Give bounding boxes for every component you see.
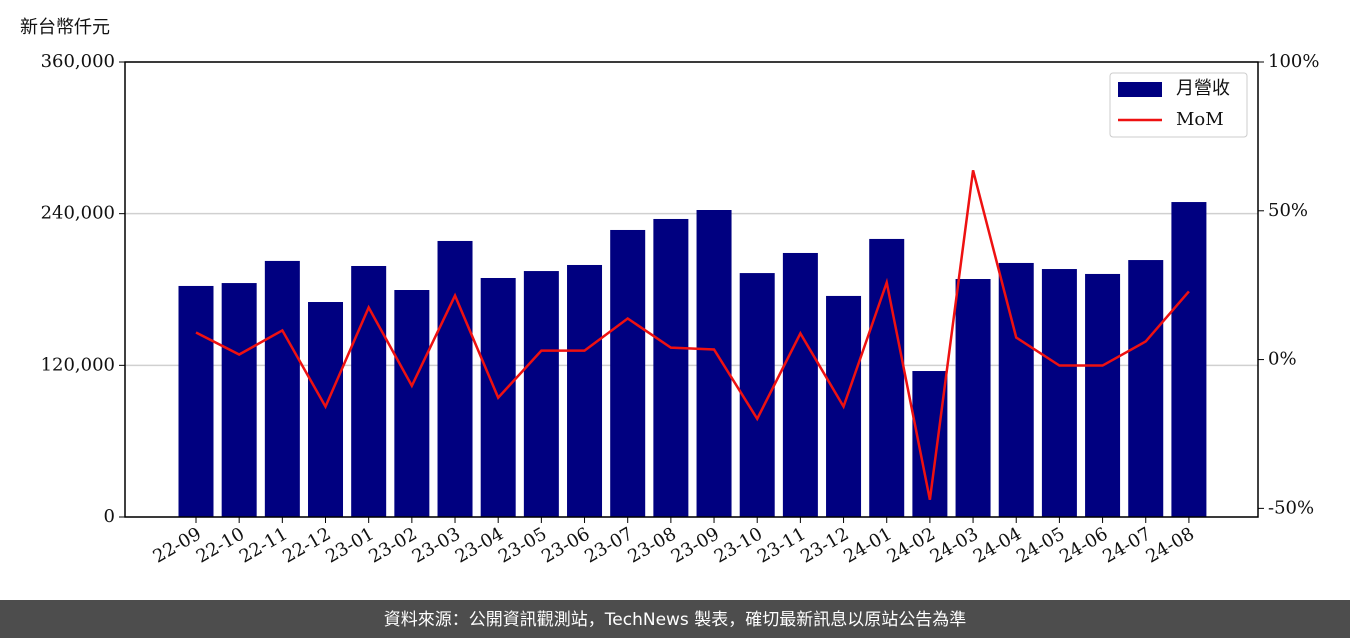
bar bbox=[394, 290, 430, 517]
x-tick-label: 22-12 bbox=[279, 523, 334, 567]
bar bbox=[264, 260, 300, 517]
x-tick-label: 23-01 bbox=[322, 523, 377, 567]
bar bbox=[1128, 260, 1164, 517]
x-tick-label: 23-04 bbox=[452, 523, 507, 567]
bar bbox=[1171, 202, 1207, 518]
bar bbox=[178, 285, 214, 517]
x-tick-label: 22-10 bbox=[193, 523, 248, 567]
x-tick-label: 23-11 bbox=[754, 523, 809, 567]
x-tick-label: 24-03 bbox=[927, 523, 982, 567]
bar bbox=[955, 279, 991, 517]
legend-label: MoM bbox=[1176, 109, 1224, 130]
x-tick-label: 24-05 bbox=[1013, 523, 1068, 567]
bar bbox=[523, 271, 559, 517]
x-tick-label: 23-02 bbox=[365, 523, 420, 567]
y-tick-label: 360,000 bbox=[41, 51, 115, 72]
bar bbox=[998, 262, 1034, 517]
x-tick-label: 24-07 bbox=[1099, 523, 1154, 567]
x-tick-label: 23-08 bbox=[624, 523, 679, 567]
x-tick-label: 24-08 bbox=[1142, 523, 1197, 567]
x-tick-label: 24-01 bbox=[840, 523, 895, 567]
y2-tick-label: 100% bbox=[1268, 51, 1319, 72]
legend-label: 月營收 bbox=[1176, 78, 1230, 99]
bar bbox=[351, 265, 387, 517]
y2-tick-label: -50% bbox=[1268, 497, 1314, 518]
footer-source: 資料來源：公開資訊觀測站，TechNews 製表，確切最新訊息以原站公告為準 bbox=[384, 610, 966, 630]
bar bbox=[782, 252, 818, 517]
legend-swatch bbox=[1118, 82, 1162, 97]
x-tick-label: 23-10 bbox=[711, 523, 766, 567]
bar bbox=[437, 240, 473, 517]
y2-tick-label: 50% bbox=[1268, 200, 1308, 221]
y-axis-label: 新台幣仟元 bbox=[20, 17, 110, 38]
x-tick-label: 23-06 bbox=[538, 523, 593, 567]
y2-tick-label: 0% bbox=[1268, 349, 1297, 370]
bar bbox=[567, 264, 603, 517]
y-tick-label: 240,000 bbox=[41, 203, 115, 224]
x-tick-label: 24-06 bbox=[1056, 523, 1111, 567]
x-tick-label: 23-05 bbox=[495, 523, 550, 567]
bar bbox=[308, 302, 344, 517]
x-tick-label: 23-12 bbox=[797, 523, 852, 567]
y-tick-label: 120,000 bbox=[41, 354, 115, 375]
x-tick-label: 24-04 bbox=[970, 523, 1025, 567]
plot-frame bbox=[124, 61, 1259, 518]
bar bbox=[696, 210, 732, 517]
line bbox=[195, 170, 1190, 500]
bar bbox=[1085, 273, 1121, 517]
x-tick-label: 23-07 bbox=[581, 523, 636, 567]
bar bbox=[221, 283, 257, 517]
footer-bar bbox=[0, 600, 1350, 638]
y-tick-label: 0 bbox=[104, 506, 115, 527]
bar bbox=[653, 218, 689, 517]
x-tick-label: 24-02 bbox=[883, 523, 938, 567]
x-tick-label: 23-09 bbox=[668, 523, 723, 567]
x-tick-label: 22-11 bbox=[236, 523, 291, 567]
bar bbox=[1041, 269, 1077, 517]
x-tick-label: 22-09 bbox=[150, 523, 205, 567]
x-tick-label: 23-03 bbox=[409, 523, 464, 567]
bar bbox=[610, 229, 646, 518]
